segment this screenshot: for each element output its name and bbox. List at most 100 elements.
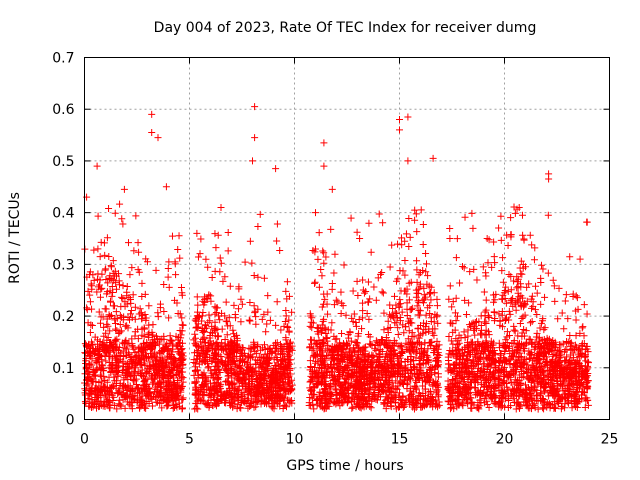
data-point: [171, 260, 179, 268]
data-point: [179, 404, 187, 412]
data-point: [473, 276, 481, 284]
data-point: [211, 310, 219, 318]
data-point: [134, 239, 142, 247]
data-point: [256, 210, 264, 218]
data-point: [110, 373, 118, 381]
data-point: [90, 276, 98, 284]
data-point: [115, 351, 123, 359]
data-point: [281, 317, 289, 325]
data-point: [141, 360, 149, 368]
data-point: [561, 297, 569, 305]
data-point: [159, 367, 167, 375]
data-point: [94, 385, 102, 393]
data-point: [177, 334, 185, 342]
data-point: [103, 288, 111, 296]
data-point: [177, 383, 185, 391]
data-point: [153, 398, 161, 406]
data-point: [145, 343, 153, 351]
data-point: [328, 319, 336, 327]
data-point: [111, 402, 119, 410]
data-point: [82, 357, 90, 365]
data-point: [90, 399, 98, 407]
data-point: [119, 357, 127, 365]
data-point: [354, 291, 362, 299]
data-point: [111, 302, 119, 310]
data-point: [108, 391, 116, 399]
data-point: [92, 378, 100, 386]
data-point: [401, 237, 409, 245]
data-point: [120, 389, 128, 397]
data-point: [163, 402, 171, 410]
data-point: [219, 277, 227, 285]
data-point: [131, 315, 139, 323]
data-point: [140, 353, 148, 361]
data-point: [159, 396, 167, 404]
data-point: [111, 267, 119, 275]
data-point: [164, 273, 172, 281]
data-point: [232, 314, 240, 322]
data-point: [549, 276, 557, 284]
data-point: [131, 349, 139, 357]
data-point: [171, 296, 179, 304]
data-point: [97, 364, 105, 372]
data-point: [101, 383, 109, 391]
data-point: [224, 228, 232, 236]
data-point: [130, 368, 138, 376]
data-point: [137, 369, 145, 377]
data-point: [149, 321, 157, 329]
data-point: [177, 284, 185, 292]
data-point: [121, 404, 129, 412]
data-point: [107, 262, 115, 270]
data-point: [143, 369, 151, 377]
data-point: [112, 285, 120, 293]
data-point: [446, 225, 454, 233]
data-point: [394, 331, 402, 339]
data-point: [315, 283, 323, 291]
data-point: [538, 261, 546, 269]
data-point: [87, 321, 95, 329]
data-point: [430, 289, 438, 297]
data-point: [174, 381, 182, 389]
data-point: [95, 378, 103, 386]
data-point: [98, 270, 106, 278]
data-point: [169, 390, 177, 398]
data-point: [405, 214, 413, 222]
data-point: [260, 310, 268, 318]
data-point: [560, 325, 568, 333]
data-point: [413, 257, 421, 265]
data-point: [101, 402, 109, 410]
data-point: [142, 404, 150, 412]
data-point: [248, 259, 256, 267]
data-point: [456, 279, 464, 287]
data-point: [154, 380, 162, 388]
data-point: [402, 230, 410, 238]
data-point: [169, 404, 177, 412]
data-point: [251, 307, 259, 315]
data-point: [424, 272, 432, 280]
data-point: [488, 263, 496, 271]
data-point: [175, 232, 183, 240]
data-point: [148, 328, 156, 336]
data-point: [327, 225, 335, 233]
data-point: [105, 204, 113, 212]
data-point: [558, 309, 566, 317]
data-point: [160, 332, 168, 340]
data-point: [164, 265, 172, 273]
data-point: [173, 386, 181, 394]
data-point: [126, 271, 134, 279]
data-point: [513, 284, 521, 292]
data-point: [532, 282, 540, 290]
data-point: [526, 319, 534, 327]
data-point: [172, 271, 180, 279]
data-point: [154, 360, 162, 368]
data-point: [157, 393, 165, 401]
data-point: [107, 365, 115, 373]
data-point: [127, 356, 135, 364]
data-point: [157, 389, 165, 397]
data-point: [106, 312, 114, 320]
data-point: [347, 214, 355, 222]
data-point: [422, 249, 430, 257]
data-point: [145, 302, 153, 310]
data-point: [579, 323, 587, 331]
data-point: [89, 340, 97, 348]
